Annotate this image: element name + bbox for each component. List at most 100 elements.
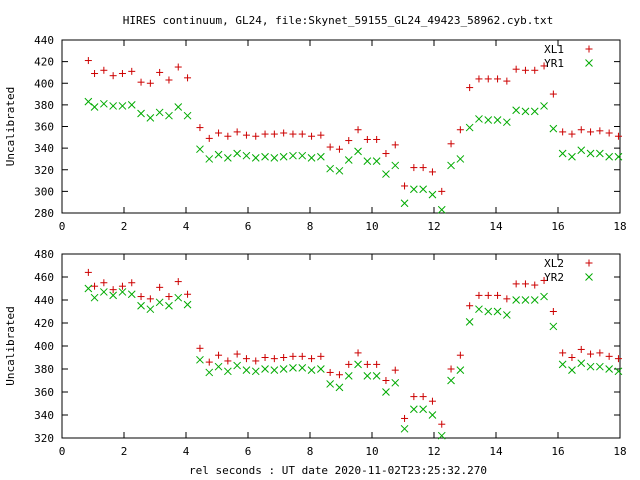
xl2-point	[137, 293, 145, 301]
yr2-point	[363, 372, 372, 380]
yr1-point	[326, 164, 335, 173]
yr1-point	[196, 145, 204, 154]
yr1-point	[586, 149, 595, 158]
yr1-point	[382, 170, 390, 178]
xl2-point	[531, 281, 539, 289]
y-tick-label: 460	[34, 271, 54, 284]
x-tick-label: 18	[613, 445, 626, 458]
xl1-point	[128, 67, 136, 75]
xl1-point	[605, 129, 613, 137]
y-tick-label: 280	[34, 207, 54, 220]
xl2-point	[494, 291, 502, 299]
yr1-point	[456, 155, 465, 163]
xl1-point	[428, 168, 436, 176]
y-tick-label: 480	[34, 248, 54, 261]
xl1-point	[146, 79, 154, 87]
x-tick-label: 8	[307, 445, 314, 458]
xl1-point	[205, 134, 213, 142]
xl2-point	[373, 360, 381, 368]
yr1-point	[84, 97, 93, 106]
xl1-point	[270, 130, 278, 138]
xl2-point	[484, 291, 492, 299]
yr1-point	[233, 149, 242, 158]
yr1-point	[137, 109, 145, 118]
yr1-point	[363, 157, 372, 165]
y-tick-label: 420	[34, 317, 54, 330]
yr2-point	[595, 362, 604, 371]
x-tick-label: 10	[365, 445, 378, 458]
x-axis-label: rel seconds : UT date 2020-11-02T23:25:3…	[189, 464, 487, 477]
xl1-point	[401, 182, 409, 190]
xl2-point	[298, 352, 306, 360]
xl1-point	[549, 90, 557, 98]
x-tick-label: 10	[365, 220, 378, 233]
yr2-point	[568, 366, 576, 375]
xl2-point	[512, 280, 520, 288]
yr1-point	[391, 161, 400, 170]
xl1-point	[91, 70, 99, 78]
yr2-point	[223, 367, 232, 376]
xl1-point	[280, 129, 288, 137]
yr2-point	[174, 293, 183, 302]
yr1-point	[214, 150, 223, 159]
yr2-point	[437, 431, 446, 440]
xl1-point	[587, 128, 595, 136]
yr1-point	[447, 161, 455, 170]
xl2-point	[109, 286, 117, 294]
xl1-point	[531, 66, 539, 74]
yr1-point	[316, 152, 325, 161]
yr2-point	[183, 300, 192, 309]
x-tick-label: 6	[245, 220, 252, 233]
yr1-point	[568, 152, 576, 161]
xl1-point	[484, 75, 492, 83]
y-axis-label: Uncalibrated	[4, 87, 17, 166]
yr2-point	[84, 284, 93, 293]
y-tick-label: 400	[34, 77, 54, 90]
xl2-point	[326, 368, 334, 376]
yr2-point	[196, 355, 204, 364]
yr1-point	[99, 99, 108, 108]
yr2-point	[109, 291, 118, 300]
xl2-point	[84, 268, 92, 276]
xl2-point	[317, 352, 325, 360]
yr2-point	[344, 372, 353, 380]
yr1-point	[251, 154, 260, 162]
x-tick-label: 6	[245, 445, 252, 458]
x-tick-label: 0	[59, 445, 66, 458]
xl2-point	[438, 420, 446, 428]
yr2-point	[475, 305, 483, 314]
xl2-point	[280, 354, 288, 361]
yr1-point	[400, 199, 409, 208]
xl2-point	[156, 283, 164, 291]
xl2-point	[242, 355, 250, 363]
yr2-point	[214, 362, 223, 371]
xl2-point	[447, 365, 455, 373]
yr1-point	[335, 166, 344, 175]
yr1-point	[223, 154, 232, 162]
yr2-point	[391, 378, 400, 387]
xl2-point	[540, 276, 548, 284]
xl2-point	[559, 349, 567, 357]
y-tick-label: 400	[34, 340, 54, 353]
yr2-point	[326, 380, 335, 388]
yr2-point	[605, 365, 614, 373]
xl1-point	[456, 126, 464, 134]
yr1-point	[127, 101, 136, 109]
yr2-point	[372, 372, 381, 380]
xl1-point	[373, 135, 381, 143]
xl1-point	[224, 132, 232, 140]
yr2-point	[233, 361, 242, 370]
yr1-point	[354, 147, 362, 156]
xl2-point	[503, 295, 511, 303]
yr1-point	[577, 146, 586, 155]
xl1-point	[335, 145, 343, 153]
yr2-point	[307, 366, 316, 375]
xl2-point	[345, 360, 353, 368]
yr1-point	[419, 185, 428, 194]
bottom-panel: 320 340 360 380 400 420 440 460 480 0 2 4 6 8 10 12 14 16…	[4, 248, 627, 458]
x-tick-label: 4	[183, 445, 190, 458]
legend-label: YR1	[544, 57, 564, 70]
legend-marker	[585, 59, 593, 67]
plot-frame	[61, 39, 621, 214]
